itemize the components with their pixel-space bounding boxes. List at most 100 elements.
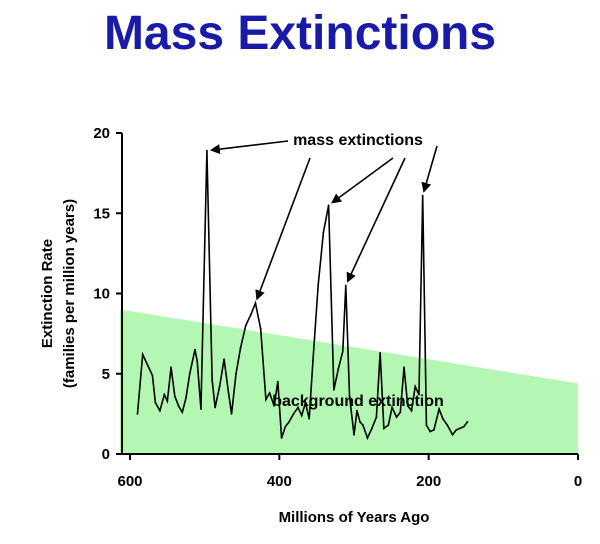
data-point [455,429,458,431]
data-point [235,372,237,375]
data-point [459,427,461,430]
data-point [466,421,469,423]
data-point [371,427,373,430]
data-point [206,149,208,152]
annotation-arrow [209,140,289,155]
data-point [421,194,424,197]
data-point [259,327,262,330]
data-point [317,284,320,287]
data-point [375,416,378,418]
data-point [173,395,176,398]
annotation-arrow [346,157,406,283]
data-point [297,406,299,409]
x-axis-title: Millions of Years Ago [279,509,430,526]
y-axis-subtitle: (families per million years) [61,199,78,388]
data-point [288,421,290,423]
data-point [308,417,311,420]
data-point [218,385,221,388]
data-point [170,366,172,369]
data-point [418,393,420,396]
data-point [268,392,271,394]
data-point [425,424,428,427]
data-point [406,404,409,407]
data-point [136,412,139,415]
x-tick-label: 400 [267,473,292,490]
data-point [391,406,393,409]
data-point [214,406,217,409]
data-point [341,350,344,353]
data-point [304,401,307,404]
data-point [194,348,196,351]
data-point [158,409,161,412]
data-point [451,433,454,436]
data-point [273,404,276,407]
data-point [382,427,385,430]
annotation-arrow [421,145,438,193]
y-tick-label: 5 [102,366,110,383]
y-tick-label: 15 [93,205,110,222]
data-point [154,401,157,404]
data-point [348,395,351,398]
annotation-arrow [255,157,311,301]
data-point [359,421,361,423]
data-point [410,409,413,412]
data-point [432,429,435,431]
data-point [379,351,382,354]
data-point [356,409,358,412]
data-point [332,388,335,391]
data-point [185,396,187,399]
x-tick-label: 0 [574,473,582,490]
data-point [276,380,279,383]
data-point [292,412,295,415]
data-point [188,372,191,375]
data-point [254,302,257,305]
data-point [250,313,252,316]
data-point [387,424,390,427]
y-axis-title: Extinction Rate [39,239,56,348]
x-tick-label: 200 [416,473,441,490]
data-point [244,324,247,327]
data-point [196,360,199,362]
data-point [264,398,267,401]
data-point [399,411,402,414]
data-point [177,404,180,407]
annotation-arrow [331,157,394,204]
data-point [230,412,233,415]
data-point [441,417,444,420]
data-point [146,363,149,366]
data-point [344,284,347,287]
data-point [227,392,230,394]
data-point [166,400,169,402]
data-point [163,393,166,396]
x-tick-label: 600 [117,473,142,490]
data-point [181,411,184,414]
data-point [446,424,449,427]
data-point [462,425,465,428]
annotation-mass-extinctions: mass extinctions [293,132,423,149]
data-point [337,368,340,370]
data-point [300,414,303,417]
data-point [366,437,369,439]
data-point [223,358,225,361]
data-point [211,379,214,382]
data-point [395,416,398,418]
data-point [438,408,441,410]
data-point [239,347,242,349]
data-point [141,353,144,356]
data-point [327,204,330,207]
y-tick-label: 0 [102,446,110,463]
data-point [362,424,364,427]
y-tick-label: 20 [93,125,110,142]
annotation-background-extinction: background extinction [272,393,444,410]
data-point [322,231,325,234]
data-point [429,430,432,433]
data-point [280,437,283,439]
data-point [312,360,314,362]
data-point [151,374,154,377]
data-point [284,425,287,428]
data-point [200,408,202,410]
data-point [353,433,355,436]
data-point [414,385,417,388]
y-tick-label: 10 [93,286,110,303]
